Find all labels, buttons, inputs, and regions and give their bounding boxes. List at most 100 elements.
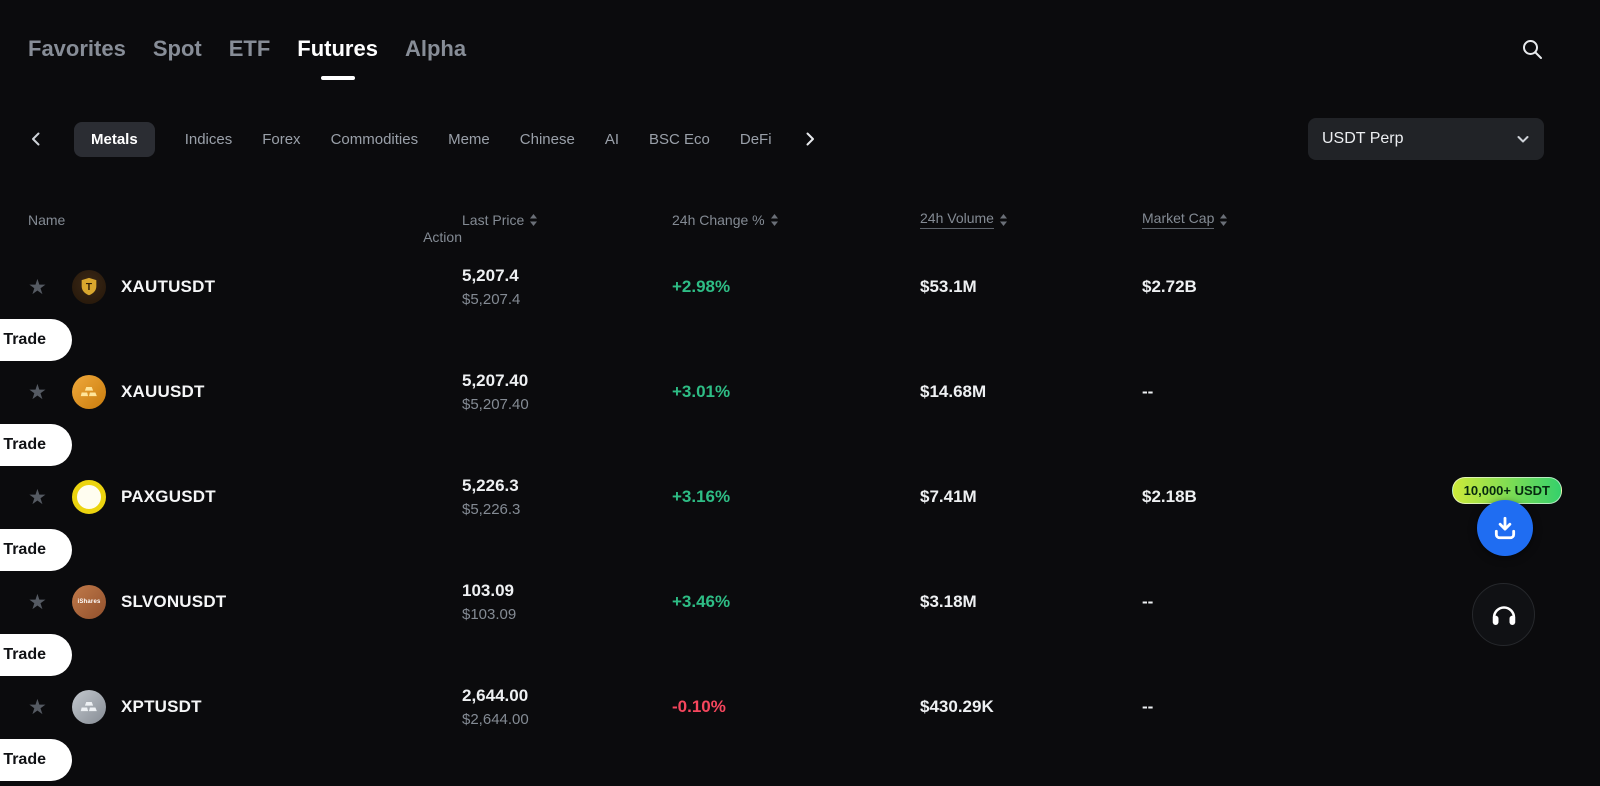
- market-nav-tabs: Favorites Spot ETF Futures Alpha: [28, 36, 466, 62]
- last-price-cell: 103.09 $103.09: [462, 581, 672, 623]
- favorite-star-icon[interactable]: ★: [28, 590, 47, 614]
- tab-etf[interactable]: ETF: [228, 36, 271, 61]
- sort-icon: [1220, 213, 1228, 226]
- last-price: 5,207.40: [462, 371, 529, 391]
- markets-table: Name Last Price 24h Change % 24h Volume …: [0, 210, 1600, 786]
- last-price-usd: $103.09: [462, 606, 517, 624]
- tab-favorites[interactable]: Favorites: [28, 36, 126, 61]
- market-cap: $2.72B: [1142, 277, 1197, 297]
- volume-24h: $430.29K: [920, 697, 994, 717]
- market-cap: --: [1142, 592, 1154, 612]
- category-forex[interactable]: Forex: [262, 130, 301, 148]
- favorite-star-icon[interactable]: ★: [28, 380, 47, 404]
- token-icon-xpt: [72, 690, 106, 725]
- trade-button[interactable]: Trade: [0, 738, 72, 781]
- table-body: ★ T XAUTUSDT 5,207.4 $5,207.4 +2.98% $53…: [0, 261, 1544, 786]
- tab-alpha[interactable]: Alpha: [404, 36, 467, 61]
- quote-currency-value: USDT Perp: [1322, 130, 1404, 147]
- header-last-price[interactable]: Last Price: [462, 212, 672, 228]
- category-indices[interactable]: Indices: [184, 130, 233, 148]
- chevron-left-icon[interactable]: [28, 131, 44, 147]
- pair-name-cell[interactable]: T XAUTUSDT: [72, 270, 462, 305]
- token-icon-label: iShares: [77, 599, 101, 606]
- favorite-star-icon[interactable]: ★: [28, 275, 47, 299]
- category-meme[interactable]: Meme: [448, 130, 490, 148]
- change-percent: -0.10%: [672, 697, 726, 717]
- sort-icon: [530, 213, 538, 226]
- favorite-star-icon[interactable]: ★: [28, 485, 47, 509]
- svg-text:T: T: [86, 282, 93, 293]
- table-row: ★ XAUUSDT 5,207.40 $5,207.40 +3.01% $14.…: [0, 366, 1544, 471]
- deposit-download-button[interactable]: [1477, 500, 1533, 556]
- header-action: Action: [423, 229, 462, 245]
- pair-symbol: XAUTUSDT: [121, 277, 216, 297]
- last-price-cell: 5,207.4 $5,207.4: [462, 266, 672, 308]
- last-price-cell: 5,226.3 $5,226.3: [462, 476, 672, 518]
- market-cap: --: [1142, 382, 1154, 402]
- last-price: 103.09: [462, 581, 514, 601]
- header-24h-volume[interactable]: 24h Volume: [920, 210, 1142, 229]
- last-price-usd: $2,644.00: [462, 711, 529, 729]
- header-market-cap[interactable]: Market Cap: [1142, 210, 1544, 229]
- last-price: 2,644.00: [462, 686, 529, 706]
- last-price: 5,226.3: [462, 476, 519, 496]
- volume-24h: $14.68M: [920, 382, 987, 402]
- pair-name-cell[interactable]: XPTUSDT: [72, 690, 462, 725]
- trade-button[interactable]: Trade: [0, 423, 72, 466]
- pair-name-cell[interactable]: PAXGUSDT: [72, 480, 462, 515]
- token-icon-xau: [72, 375, 106, 410]
- table-row: ★ iShares SLVONUSDT 103.09 $103.09 +3.46…: [0, 576, 1544, 681]
- last-price-usd: $5,207.40: [462, 396, 529, 414]
- pair-symbol: PAXGUSDT: [121, 487, 216, 507]
- change-percent: +3.46%: [672, 592, 731, 612]
- last-price-cell: 5,207.40 $5,207.40: [462, 371, 672, 413]
- customer-support-button[interactable]: [1472, 583, 1535, 646]
- category-commodities[interactable]: Commodities: [330, 130, 419, 148]
- pair-symbol: XAUUSDT: [121, 382, 205, 402]
- pair-name-cell[interactable]: XAUUSDT: [72, 375, 462, 410]
- category-defi[interactable]: DeFi: [739, 130, 772, 148]
- category-ai[interactable]: AI: [604, 130, 620, 148]
- volume-24h: $3.18M: [920, 592, 977, 612]
- market-cap: $2.18B: [1142, 487, 1197, 507]
- chevron-right-icon[interactable]: [802, 131, 818, 147]
- sort-icon: [999, 213, 1007, 226]
- headphones-icon: [1492, 605, 1515, 625]
- change-percent: +2.98%: [672, 277, 731, 297]
- table-row: ★ XPTUSDT 2,644.00 $2,644.00 -0.10% $430…: [0, 681, 1544, 786]
- last-price-usd: $5,226.3: [462, 501, 521, 519]
- top-navigation: Favorites Spot ETF Futures Alpha: [0, 0, 1600, 62]
- trade-button[interactable]: Trade: [0, 528, 72, 571]
- header-name: Name: [28, 211, 66, 228]
- token-icon-xaut: T: [72, 270, 106, 305]
- chevron-down-icon: [1516, 132, 1530, 146]
- last-price-usd: $5,207.4: [462, 291, 521, 309]
- pair-name-cell[interactable]: iShares SLVONUSDT: [72, 585, 462, 620]
- deposit-promo-badge[interactable]: 10,000+ USDT: [1451, 477, 1562, 504]
- last-price-cell: 2,644.00 $2,644.00: [462, 686, 672, 728]
- change-percent: +3.01%: [672, 382, 731, 402]
- category-metals[interactable]: Metals: [74, 121, 155, 157]
- last-price: 5,207.4: [462, 266, 519, 286]
- sort-icon: [770, 213, 778, 226]
- tab-spot[interactable]: Spot: [152, 36, 202, 61]
- table-header-row: Name Last Price 24h Change % 24h Volume …: [28, 210, 1544, 245]
- favorite-star-icon[interactable]: ★: [28, 695, 47, 719]
- table-row: ★ PAXGUSDT 5,226.3 $5,226.3 +3.16% $7.41…: [0, 471, 1544, 576]
- category-chinese[interactable]: Chinese: [519, 130, 575, 148]
- category-bsc-eco[interactable]: BSC Eco: [649, 130, 710, 148]
- trade-button[interactable]: Trade: [0, 633, 72, 676]
- quote-currency-select[interactable]: USDT Perp: [1308, 118, 1544, 160]
- trade-button[interactable]: Trade: [0, 318, 72, 361]
- search-icon[interactable]: [1520, 37, 1544, 61]
- token-icon-slvon: iShares: [72, 585, 106, 620]
- header-24h-change[interactable]: 24h Change %: [672, 212, 920, 228]
- category-bar: Metals Indices Forex Commodities Meme Ch…: [0, 118, 1600, 160]
- market-cap: --: [1142, 697, 1154, 717]
- token-icon-paxg: [72, 480, 106, 515]
- tab-futures[interactable]: Futures: [297, 36, 378, 61]
- pair-symbol: SLVONUSDT: [121, 592, 227, 612]
- volume-24h: $53.1M: [920, 277, 977, 297]
- download-icon: [1494, 516, 1516, 540]
- volume-24h: $7.41M: [920, 487, 977, 507]
